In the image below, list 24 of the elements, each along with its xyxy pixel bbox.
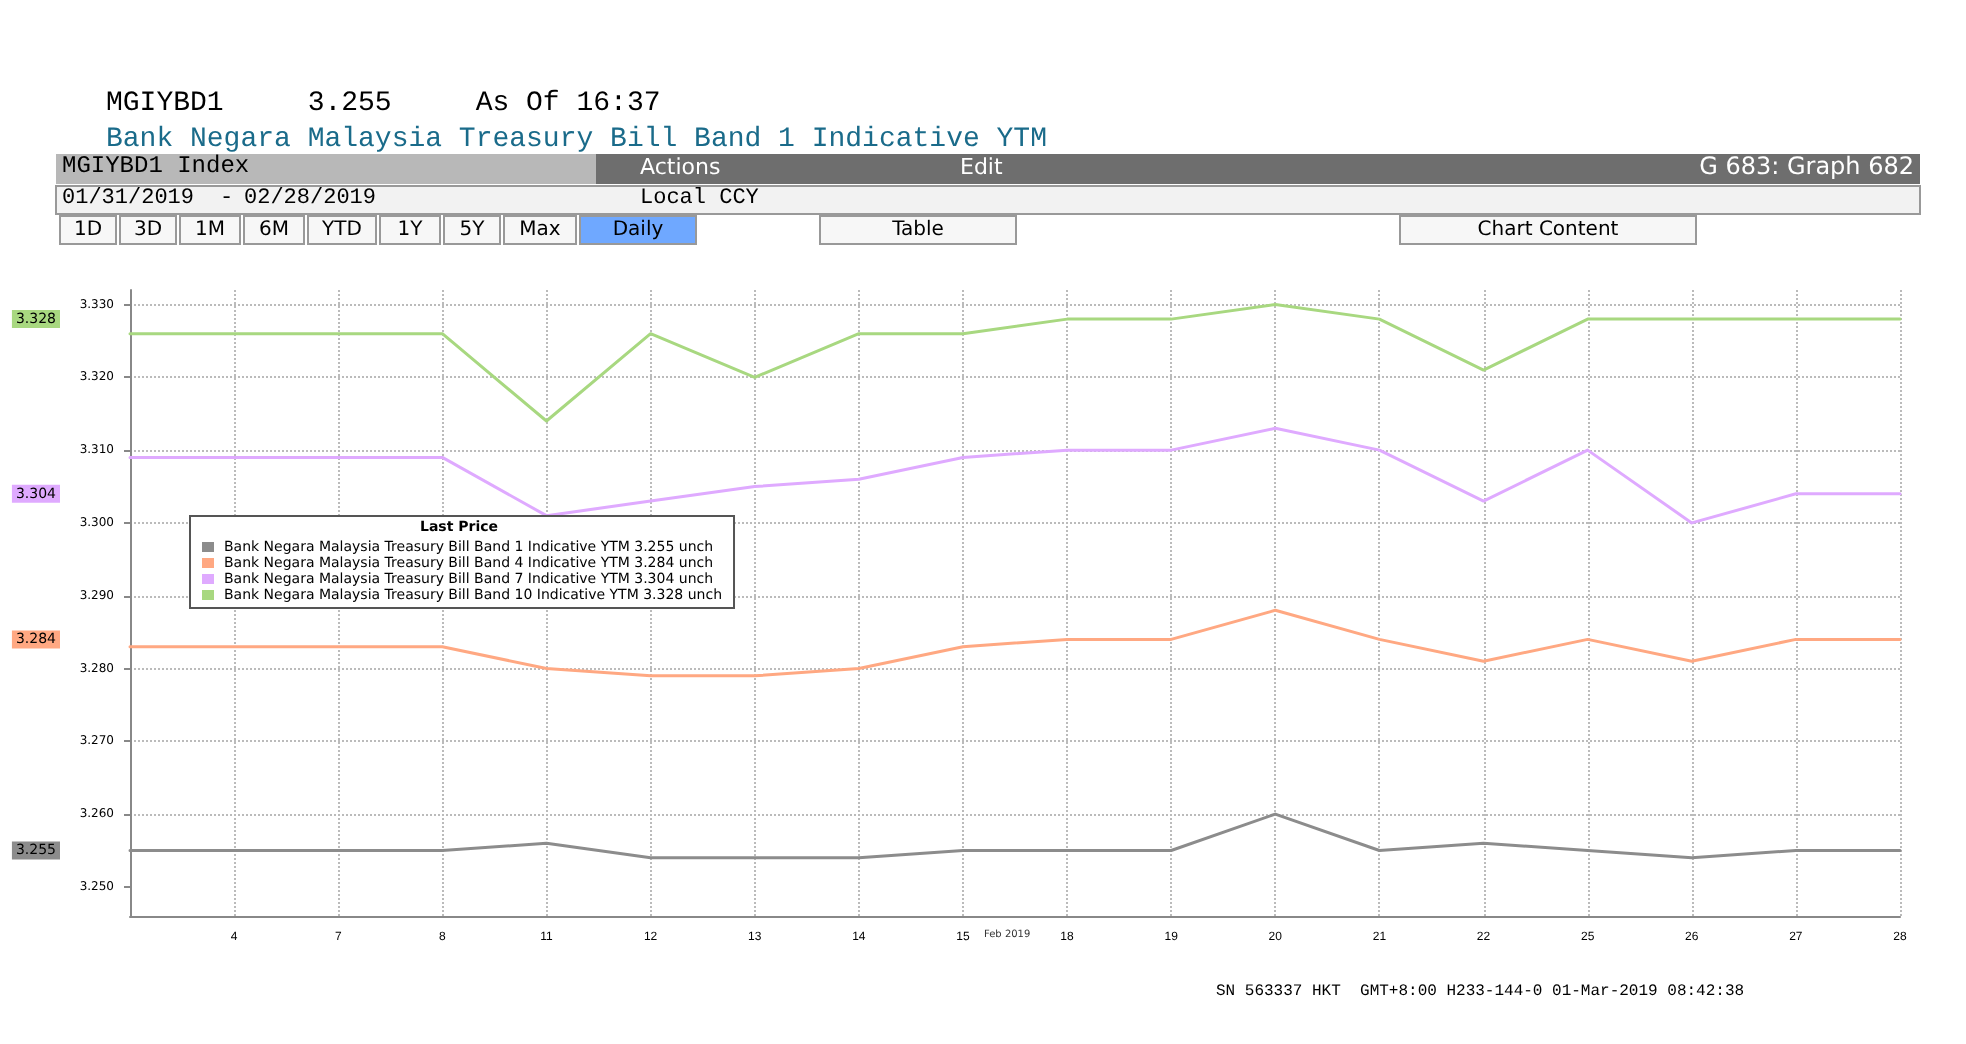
chart-title: MGIYBD1 3.255 As Of 16:37 xyxy=(106,88,661,120)
text: 02/28/2019 xyxy=(244,187,377,211)
text: - xyxy=(220,187,234,211)
text: 6M xyxy=(259,219,289,241)
line-series xyxy=(128,303,1902,423)
text: 1M xyxy=(195,219,225,241)
text: Edit xyxy=(960,154,1004,180)
text: Daily xyxy=(612,219,664,241)
text: G 683: Graph 682 xyxy=(1699,152,1915,180)
text: Actions xyxy=(640,154,721,180)
text: 01/31/2019 xyxy=(62,187,195,211)
text: Chart Content xyxy=(1477,219,1619,241)
text: 1D xyxy=(73,219,103,241)
text: Table xyxy=(890,219,944,241)
text: 1Y xyxy=(397,219,425,241)
text: Max xyxy=(519,219,561,241)
text: Local CCY xyxy=(640,187,760,211)
text: 3D xyxy=(133,219,163,241)
text: SN 563337 HKT GMT+8:00 H233-144-0 01-Mar-2019 08:42:38 xyxy=(1216,983,1745,1001)
text: MGIYBD1 Index xyxy=(62,152,250,180)
text: 5Y xyxy=(459,219,487,241)
chart-subtitle: Bank Negara Malaysia Treasury Bill Band 1 Indicative YTM xyxy=(106,124,1047,156)
text: YTD xyxy=(320,219,363,241)
line-series xyxy=(128,608,1902,678)
